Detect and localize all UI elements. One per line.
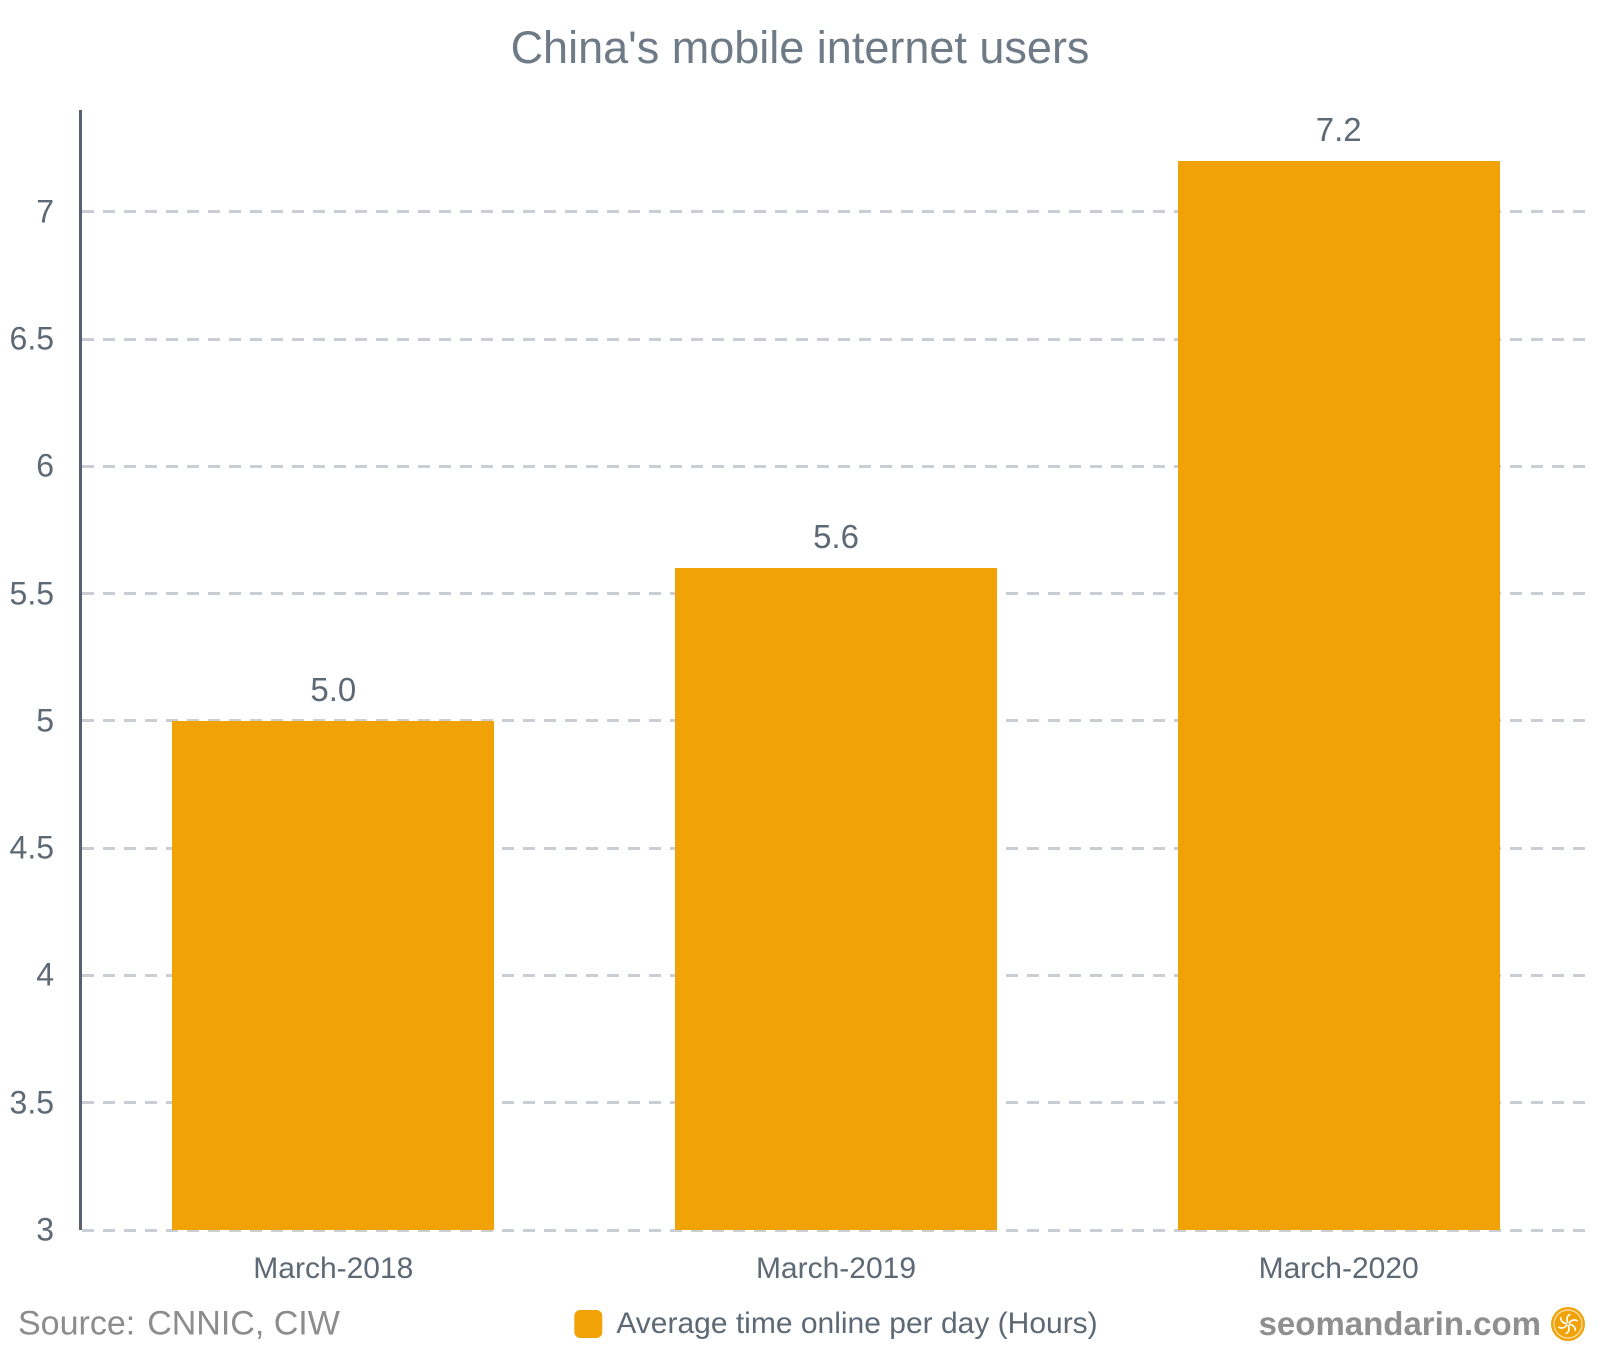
x-axis-category-label: March-2018 [253,1252,414,1285]
source-value: CNNIC, CIW [147,1304,340,1343]
bar-value-label: 5.0 [310,670,357,708]
y-axis-line [79,110,82,1230]
watermark-text: seomandarin.com [1258,1305,1541,1342]
source-note: Source: CNNIC, CIW [18,1305,340,1344]
gridline [82,464,1590,468]
mandarin-orange-icon [1551,1307,1585,1341]
legend: Average time online per day (Hours) [574,1307,1098,1341]
chart-title: China's mobile internet users [510,22,1090,73]
y-axis-tick-label: 6.5 [9,320,54,357]
y-axis-tick-label: 7 [36,193,54,230]
gridline [82,210,1590,214]
plot-area: 3 3.5 4 4.5 5 5.5 6 6.5 7 5.0 March-2018 5.6 March-2… [10,110,1590,1285]
bar-value-label: 5.6 [813,518,859,556]
y-axis-tick-label: 6 [36,447,54,484]
bar [1177,160,1500,1230]
legend-label: Average time online per day (Hours) [616,1307,1098,1340]
x-axis-category-label: March-2019 [755,1252,917,1285]
y-axis-tick-label: 5 [36,702,54,739]
y-axis-tick-label: 4.5 [9,829,54,866]
x-axis-category-label: March-2020 [1258,1252,1419,1285]
legend-swatch [574,1310,603,1338]
y-axis-tick-label: 4 [36,956,54,993]
y-axis-tick-label: 3.5 [9,1084,54,1121]
source-label: Source: [18,1304,136,1343]
watermark: seomandarin.com [1259,1305,1586,1343]
gridline [82,1228,1590,1232]
chart-footer: Source: CNNIC, CIW Average time online pe… [0,1292,1600,1356]
bar [675,568,997,1230]
y-axis-tick-label: 5.5 [9,575,54,612]
bar [172,720,495,1230]
y-axis-tick-label: 3 [36,1211,54,1248]
bar-value-label: 7.2 [1315,110,1362,148]
gridline [82,337,1590,341]
